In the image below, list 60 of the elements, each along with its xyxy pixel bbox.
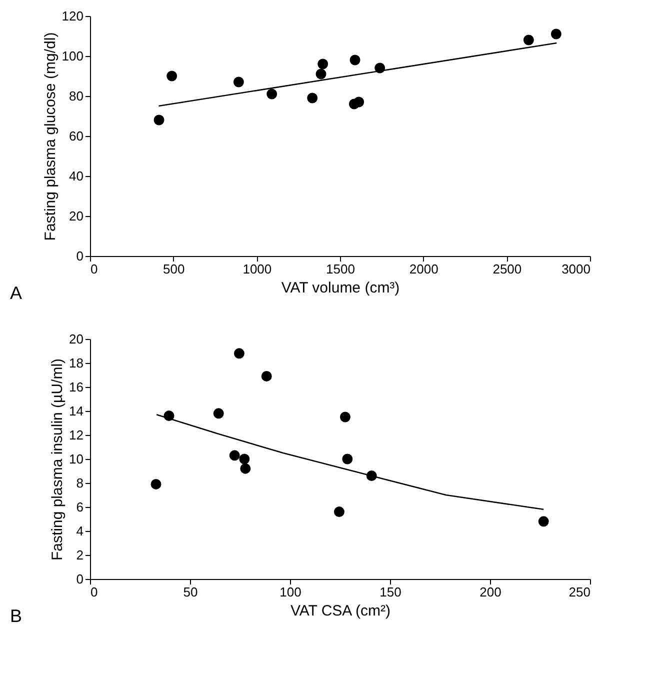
y-tick-label: 60 bbox=[69, 128, 84, 144]
y-tick-label: 80 bbox=[69, 88, 84, 104]
point bbox=[240, 463, 251, 474]
x-tick-label: 50 bbox=[183, 584, 198, 600]
point bbox=[261, 370, 272, 382]
point bbox=[266, 88, 278, 100]
point bbox=[523, 34, 534, 46]
x-tick-label: 100 bbox=[280, 584, 302, 600]
y-tick-label: 0 bbox=[76, 248, 84, 264]
x-tick-label: 1500 bbox=[326, 262, 355, 276]
point bbox=[213, 408, 224, 419]
line-series bbox=[156, 414, 544, 510]
y-axis-title: Fasting plasma insulin (µU/ml) bbox=[49, 358, 66, 561]
point bbox=[354, 96, 364, 108]
point bbox=[239, 454, 250, 464]
y-tick-label: 12 bbox=[69, 428, 84, 442]
x-tick-label: 1000 bbox=[242, 262, 272, 276]
y-tick-label: 20 bbox=[69, 332, 84, 346]
y-tick-label: 4 bbox=[76, 524, 84, 538]
x-tick-label: 150 bbox=[380, 584, 402, 600]
x-tick-label: 0 bbox=[90, 262, 98, 276]
x-tick-label: 0 bbox=[90, 584, 98, 600]
point bbox=[150, 478, 162, 490]
point bbox=[229, 450, 240, 461]
point bbox=[307, 92, 318, 104]
y-tick-label: 14 bbox=[69, 404, 84, 418]
y-axis-title: Fasting plasma glucose (mg/dl) bbox=[42, 32, 59, 241]
point bbox=[342, 454, 353, 464]
point bbox=[318, 58, 328, 70]
x-tick-label: 2000 bbox=[409, 262, 438, 276]
x-axis-title: VAT CSA (cm²) bbox=[290, 602, 391, 620]
point bbox=[166, 70, 178, 82]
x-tick-label: 200 bbox=[480, 584, 502, 600]
y-tick-label: 8 bbox=[76, 476, 84, 490]
point bbox=[233, 76, 244, 88]
y-tick-label: 20 bbox=[69, 208, 84, 224]
point bbox=[550, 28, 562, 40]
point bbox=[350, 54, 360, 66]
y-tick-label: 40 bbox=[69, 168, 84, 184]
text: B bbox=[10, 606, 22, 626]
y-tick-label: 100 bbox=[62, 48, 84, 64]
y-tick-label: 18 bbox=[69, 356, 84, 370]
y-tick-label: 120 bbox=[62, 8, 84, 24]
x-tick-label: 250 bbox=[568, 584, 590, 600]
y-tick-label: 2 bbox=[76, 548, 84, 562]
y-tick-label: 10 bbox=[69, 452, 84, 466]
point bbox=[340, 412, 350, 422]
y-tick-label: 0 bbox=[76, 572, 84, 586]
point bbox=[334, 506, 344, 518]
point bbox=[316, 68, 326, 80]
x-tick-label: 3000 bbox=[562, 262, 590, 276]
point bbox=[234, 348, 244, 359]
y-tick-label: 16 bbox=[69, 380, 84, 394]
x-tick-label: 2500 bbox=[492, 262, 522, 276]
x-axis-title: VAT volume (cm³) bbox=[281, 280, 400, 296]
point bbox=[538, 516, 549, 527]
x-tick-label: 500 bbox=[162, 262, 185, 276]
text: A bbox=[10, 283, 22, 303]
point bbox=[154, 114, 164, 126]
y-tick-label: 6 bbox=[76, 500, 84, 514]
